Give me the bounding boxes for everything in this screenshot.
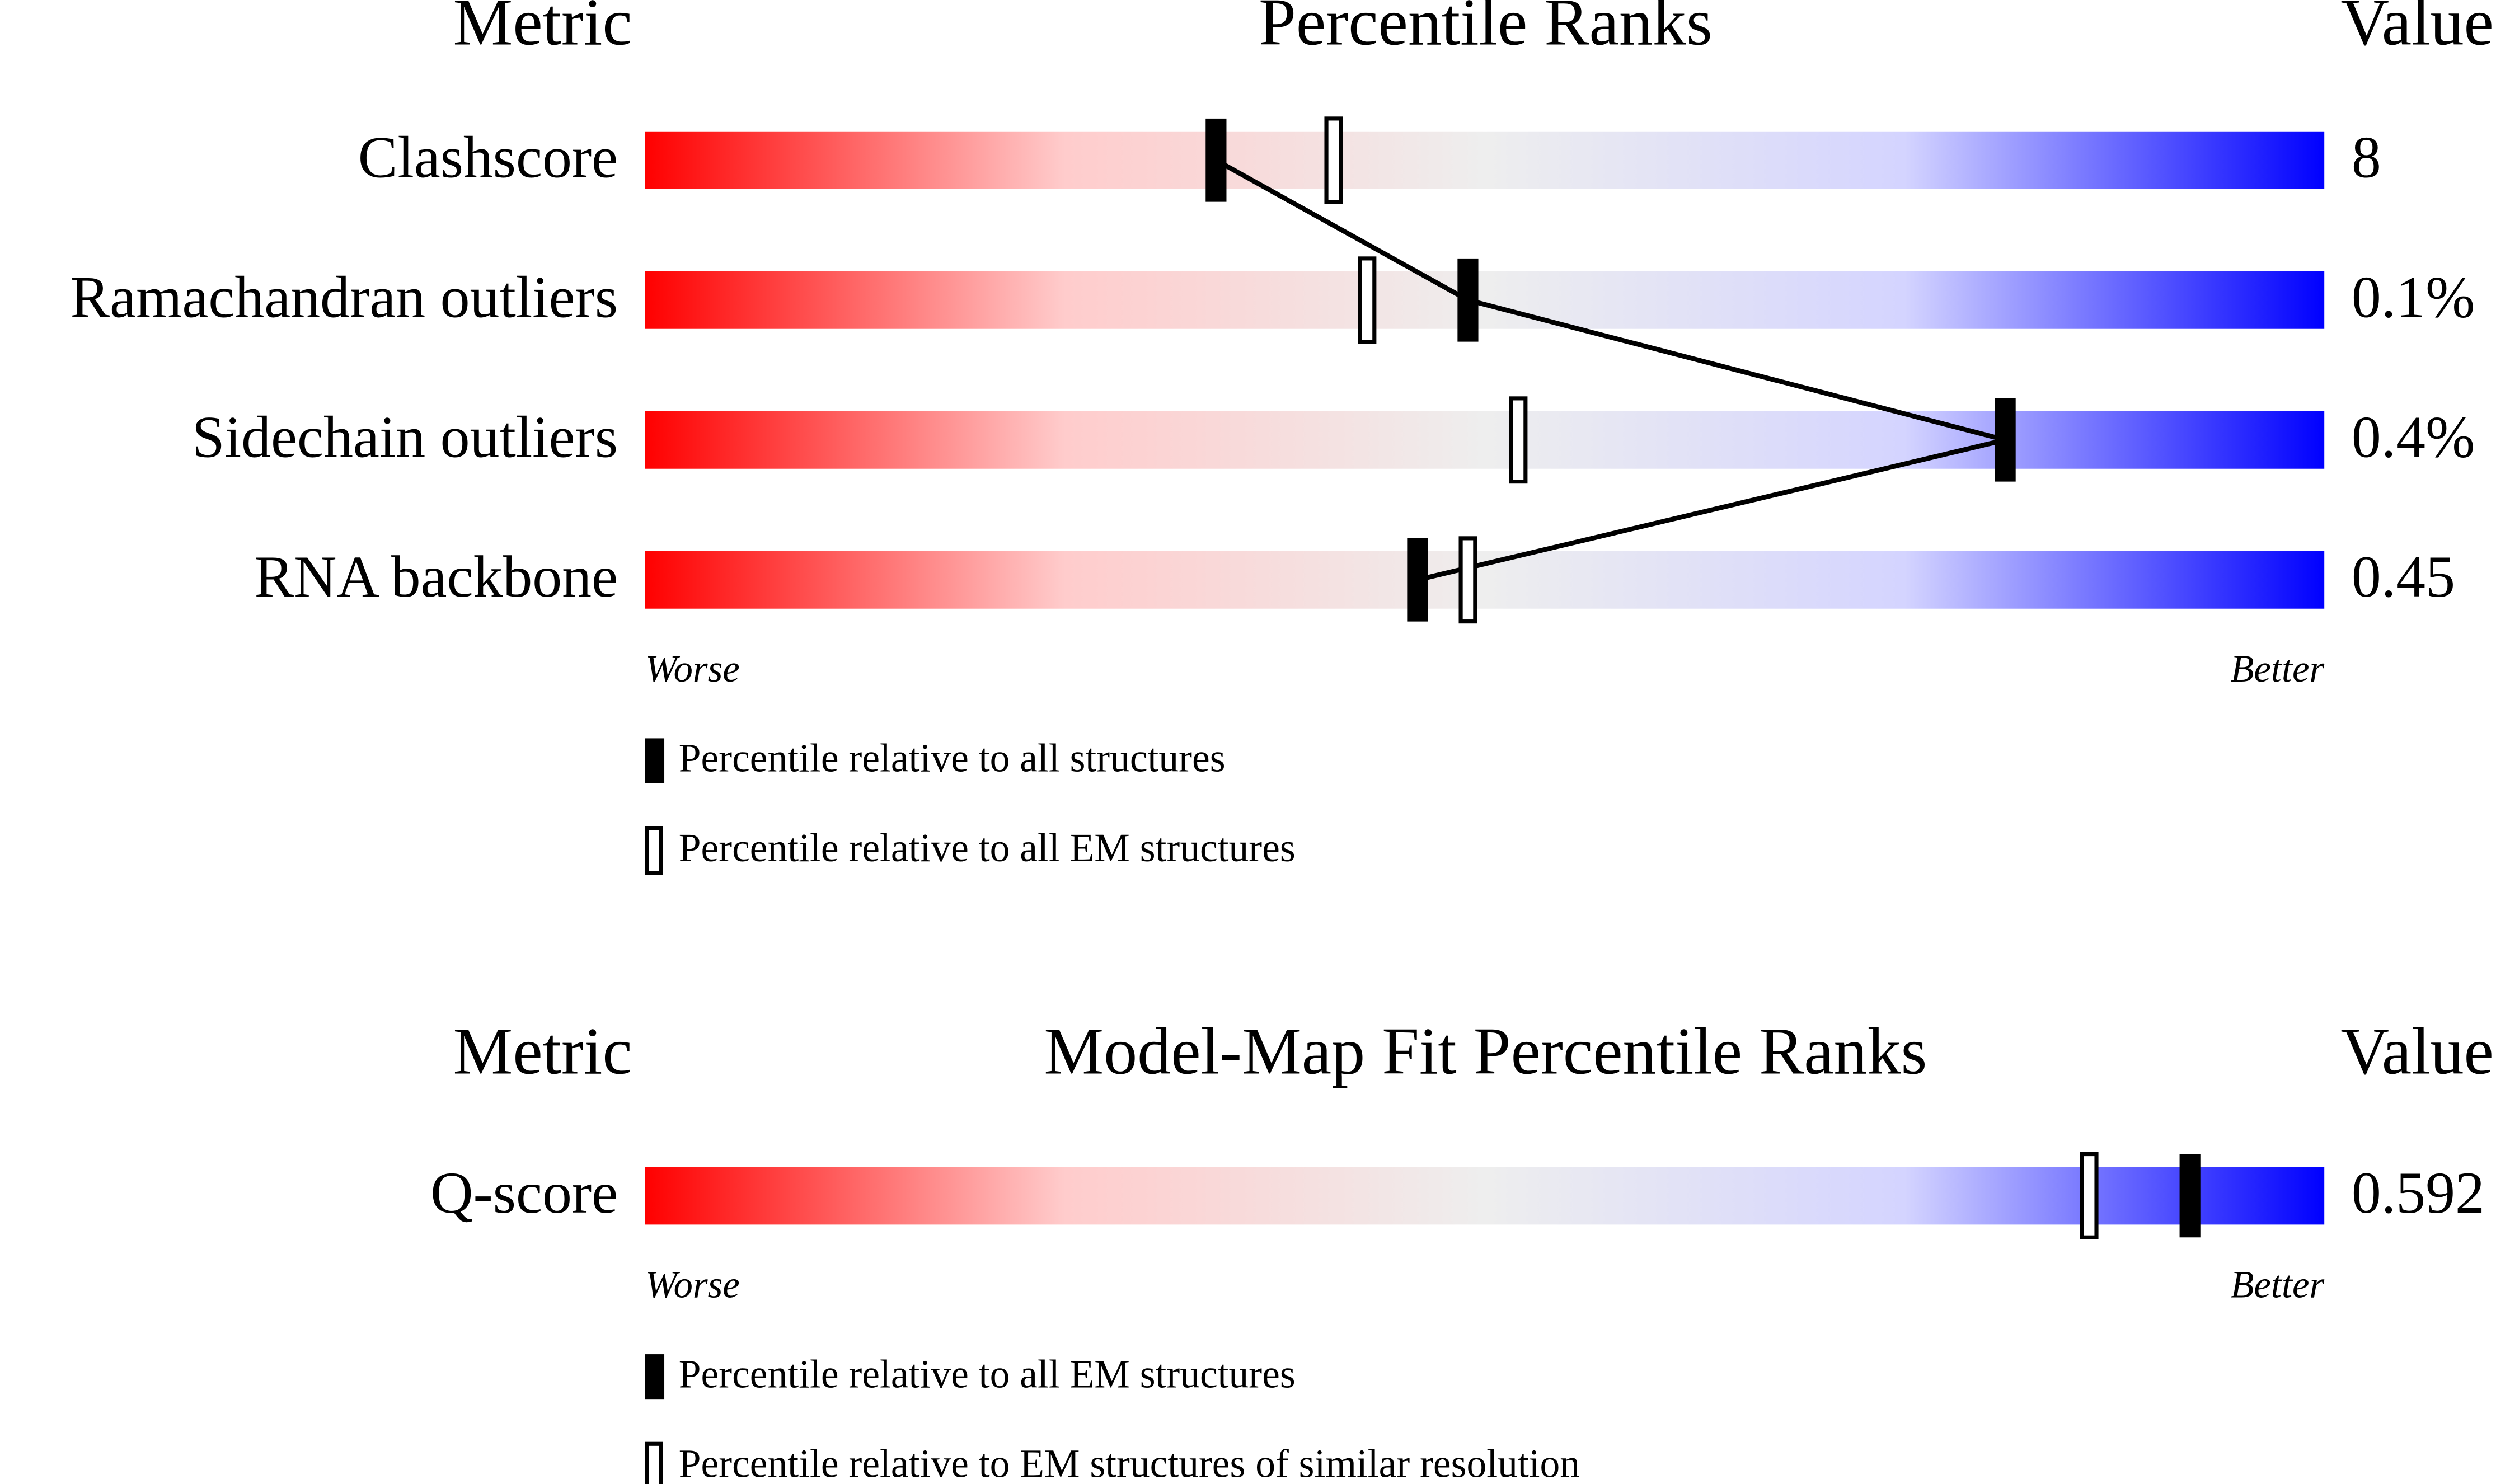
slider-bar — [645, 1167, 2325, 1225]
metric-value: 0.45 — [2352, 544, 2455, 609]
marker-open — [1509, 396, 1528, 484]
legend-marker — [644, 1441, 663, 1484]
metric-label: Q-score — [430, 1160, 618, 1225]
legend-label: Percentile relative to EM structures of … — [679, 1442, 1580, 1484]
chart-title: Model-Map Fit Percentile Ranks — [1044, 1013, 1927, 1088]
marker-filled — [1407, 538, 1428, 622]
better-label: Better — [2231, 1264, 2325, 1306]
metric-value: 0.1% — [2352, 264, 2475, 330]
marker-filled — [1995, 398, 2016, 482]
metric-header: Metric — [453, 0, 632, 59]
legend-marker — [645, 1354, 665, 1400]
metric-header: Metric — [453, 1013, 632, 1088]
marker-open — [1458, 536, 1477, 624]
worse-label: Worse — [645, 1264, 740, 1306]
slider-bar — [645, 551, 2325, 609]
slider-bar — [645, 411, 2325, 469]
metric-label: Ramachandran outliers — [71, 264, 618, 330]
value-header: Value — [2340, 0, 2494, 59]
value-header: Value — [2340, 1013, 2494, 1088]
legend-label: Percentile relative to all structures — [679, 736, 1226, 781]
metric-value: 8 — [2352, 124, 2381, 190]
slider-bar — [645, 271, 2325, 329]
legend-label: Percentile relative to all EM structures — [679, 1352, 1296, 1396]
marker-open — [1358, 256, 1377, 344]
connector-line — [1214, 158, 2006, 583]
marker-filled — [1457, 258, 1479, 342]
worse-label: Worse — [645, 647, 740, 690]
chart-title: Percentile Ranks — [1259, 0, 1713, 59]
metric-value: 0.4% — [2352, 404, 2475, 469]
legend-marker — [644, 826, 663, 875]
marker-filled — [2179, 1154, 2201, 1238]
marker-open — [2080, 1152, 2099, 1239]
metric-value: 0.592 — [2352, 1160, 2485, 1225]
legend-marker — [645, 738, 665, 783]
legend-label: Percentile relative to all EM structures — [679, 826, 1296, 870]
marker-filled — [1205, 118, 1227, 202]
slider-bar — [645, 131, 2325, 189]
metric-label: RNA backbone — [255, 544, 618, 609]
better-label: Better — [2231, 647, 2325, 690]
metric-label: Sidechain outliers — [192, 404, 618, 469]
marker-open — [1324, 116, 1343, 204]
metric-label: Clashscore — [358, 124, 618, 190]
